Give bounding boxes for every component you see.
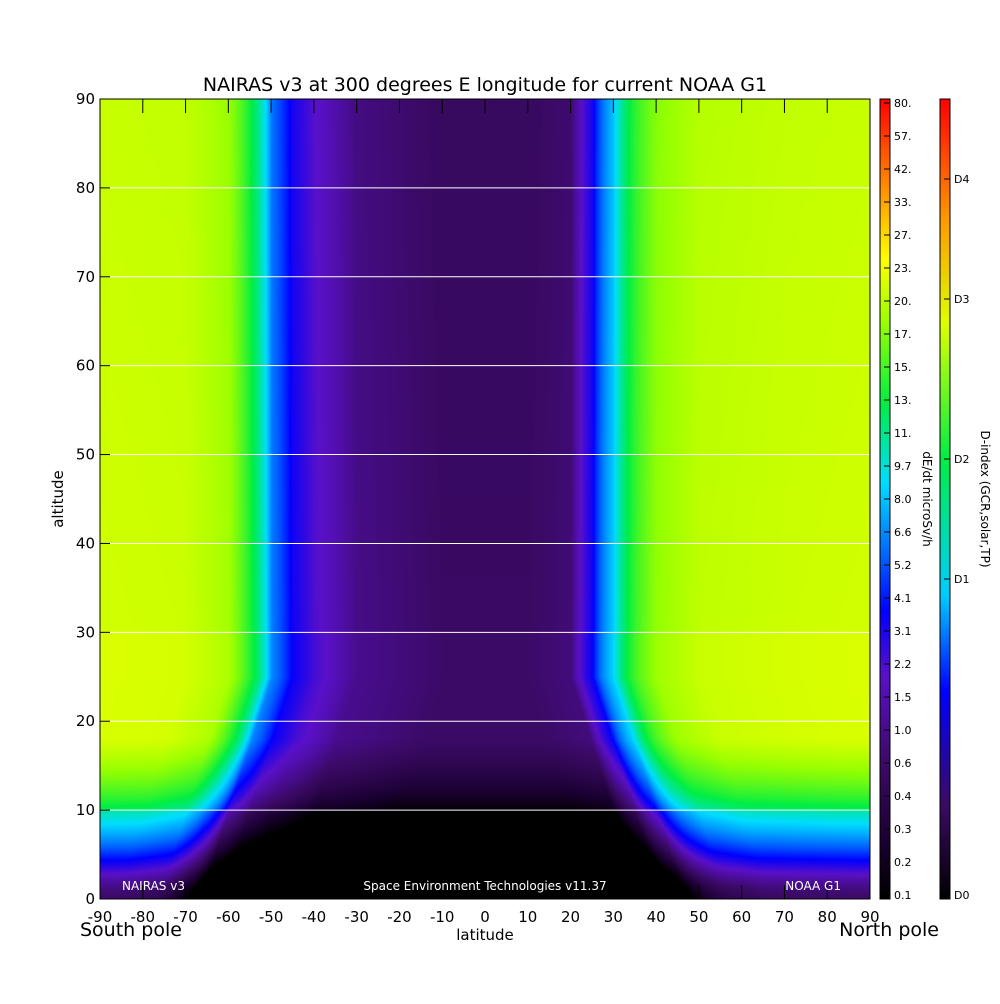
south-pole-label: South pole: [80, 919, 182, 941]
dose-tick-label: 42.: [894, 163, 912, 176]
dose-tick-label: 23.: [894, 262, 912, 275]
x-tick-label: 40: [647, 908, 666, 926]
heatmap-area: [100, 99, 870, 899]
x-tick-label: 10: [518, 908, 537, 926]
x-tick-label: 20: [561, 908, 580, 926]
dindex-colorbar-label: D-index (GCR,solar,TP): [978, 430, 992, 567]
x-tick-label: -40: [302, 908, 327, 926]
dose-tick-label: 33.: [894, 196, 912, 209]
dose-colorbar-label: dE/dt microSv/h: [920, 451, 934, 546]
dose-tick-label: 80.: [894, 97, 912, 110]
y-tick-label: 10: [76, 801, 95, 819]
dose-tick-label: 13.: [894, 394, 912, 407]
x-tick-label: 90: [860, 908, 879, 926]
x-tick-label: -30: [344, 908, 369, 926]
x-tick-label: -90: [88, 908, 113, 926]
y-tick-label: 90: [76, 90, 95, 108]
dindex-tick-label: D3: [954, 293, 969, 306]
dose-tick-label: 3.1: [894, 625, 912, 638]
y-tick-label: 30: [76, 623, 95, 641]
dose-tick-label: 0.6: [894, 757, 912, 770]
dose-tick-label: 27.: [894, 229, 912, 242]
x-tick-label: 60: [732, 908, 751, 926]
dindex-tick-label: D1: [954, 573, 969, 586]
x-axis-label: latitude: [456, 926, 514, 944]
y-tick-label: 40: [76, 534, 95, 552]
x-tick-label: 0: [480, 908, 490, 926]
y-tick-label: 50: [76, 446, 95, 464]
footer-center-label: Space Environment Technologies v11.37: [363, 879, 606, 893]
dose-tick-label: 11.: [894, 427, 912, 440]
y-axis: 0 10 20 30 40 50 60 70 80 90: [76, 90, 110, 908]
y-tick-label: 0: [85, 890, 95, 908]
x-axis: -90 -80 -70 -60 -50 -40 -30 -20 -10 0 10 20 30 40 50 60…: [88, 99, 880, 926]
dose-tick-label: 17.: [894, 328, 912, 341]
x-tick-label: -20: [387, 908, 412, 926]
dose-tick-label: 0.4: [894, 790, 912, 803]
gridlines: [100, 187, 870, 811]
x-tick-label: -80: [131, 908, 156, 926]
x-tick-label: -70: [173, 908, 198, 926]
x-tick-label: -10: [430, 908, 455, 926]
dindex-tick-label: D2: [954, 453, 969, 466]
dose-tick-label: 2.2: [894, 658, 912, 671]
y-tick-label: 70: [76, 268, 95, 286]
x-tick-label: -60: [216, 908, 241, 926]
dindex-tick-label: D4: [954, 173, 969, 186]
north-pole-label: North pole: [839, 919, 939, 941]
y-tick-label: 80: [76, 179, 95, 197]
x-tick-label: 50: [689, 908, 708, 926]
x-tick-label: 70: [775, 908, 794, 926]
dose-tick-label: 1.5: [894, 691, 912, 704]
dindex-colorbar-ticks: D0 D1 D2 D3 D4: [944, 173, 969, 902]
dose-colorbar-ticks: 0.1 0.2 0.3 0.4 0.6 1.0 1.5 2.2 3.1 4.1 5.2 6.6 8.0 9…: [884, 97, 912, 902]
dose-tick-label: 1.0: [894, 724, 912, 737]
dose-tick-label: 9.7: [894, 460, 912, 473]
x-tick-label: 80: [818, 908, 837, 926]
dose-tick-label: 6.6: [894, 526, 912, 539]
y-tick-label: 60: [76, 357, 95, 375]
dose-tick-label: 5.2: [894, 559, 912, 572]
dose-tick-label: 0.2: [894, 856, 912, 869]
y-axis-label: altitude: [49, 470, 67, 528]
y-tick-label: 20: [76, 712, 95, 730]
footer-right-label: NOAA G1: [785, 879, 841, 893]
dose-tick-label: 0.1: [894, 889, 912, 902]
dose-tick-label: 15.: [894, 361, 912, 374]
dose-tick-label: 8.0: [894, 493, 912, 506]
footer-left-label: NAIRAS v3: [122, 879, 185, 893]
x-tick-label: 30: [604, 908, 623, 926]
x-tick-label: -50: [259, 908, 284, 926]
dose-tick-label: 0.3: [894, 823, 912, 836]
dose-tick-label: 57.: [894, 130, 912, 143]
heatmap-image: [100, 99, 870, 899]
dindex-tick-label: D0: [954, 889, 969, 902]
chart-title: NAIRAS v3 at 300 degrees E longitude for…: [203, 74, 767, 96]
dose-tick-label: 4.1: [894, 592, 912, 605]
dose-tick-label: 20.: [894, 295, 912, 308]
dindex-colorbar: [939, 98, 951, 900]
